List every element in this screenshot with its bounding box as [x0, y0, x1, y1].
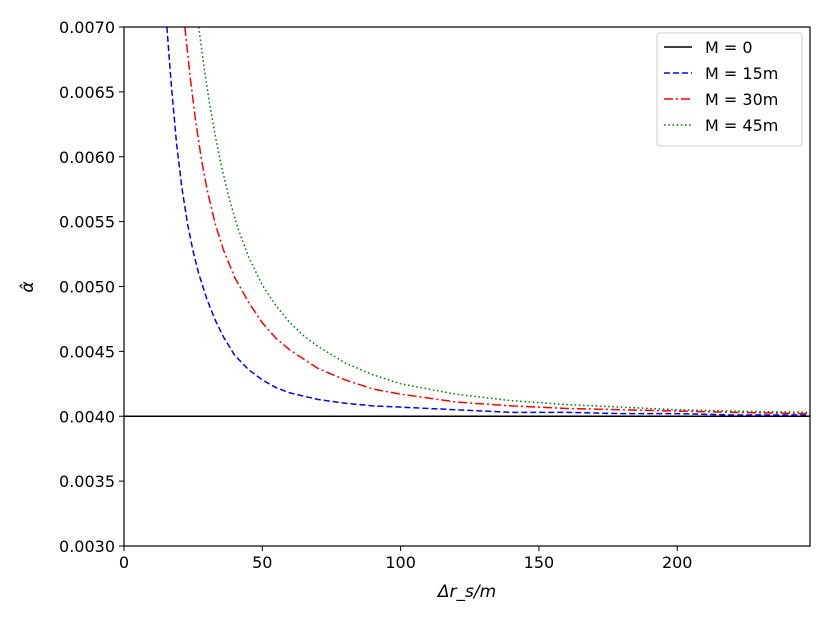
x-tick-label: 200: [662, 553, 693, 572]
series-layer: [124, 27, 810, 417]
y-tick-label: 0.0035: [59, 472, 115, 491]
x-axis-label: Δr_s/m: [436, 582, 496, 602]
y-tick-label: 0.0065: [59, 83, 115, 102]
y-tick-label: 0.0050: [59, 278, 115, 297]
legend-label-0: M = 0: [705, 38, 753, 57]
y-tick-label: 0.0060: [59, 148, 115, 167]
x-tick-label: 0: [119, 553, 129, 572]
legend: M = 0 M = 15m M = 30m M = 45m: [656, 32, 803, 147]
series-line-1: [166, 27, 810, 416]
y-tick-label: 0.0040: [59, 407, 115, 426]
series-line-3: [197, 27, 810, 414]
y-tick-label: 0.0045: [59, 342, 115, 361]
x-tick-label: 100: [385, 553, 416, 572]
y-axis: 0.0030 0.0035 0.0040 0.0045 0.0050 0.0055 0.00…: [59, 18, 124, 556]
legend-label-2: M = 30m: [705, 90, 778, 109]
x-tick-label: 50: [252, 553, 272, 572]
y-tick-label: 0.0030: [59, 537, 115, 556]
y-axis-label: α̂: [18, 281, 38, 292]
x-axis: 0 50 100 150 200: [119, 546, 693, 572]
legend-label-1: M = 15m: [705, 64, 778, 83]
x-tick-label: 150: [524, 553, 555, 572]
legend-box: [656, 32, 803, 147]
series-line-2: [184, 27, 810, 415]
legend-label-3: M = 45m: [705, 116, 778, 135]
y-tick-label: 0.0055: [59, 213, 115, 232]
y-tick-label: 0.0070: [59, 18, 115, 37]
